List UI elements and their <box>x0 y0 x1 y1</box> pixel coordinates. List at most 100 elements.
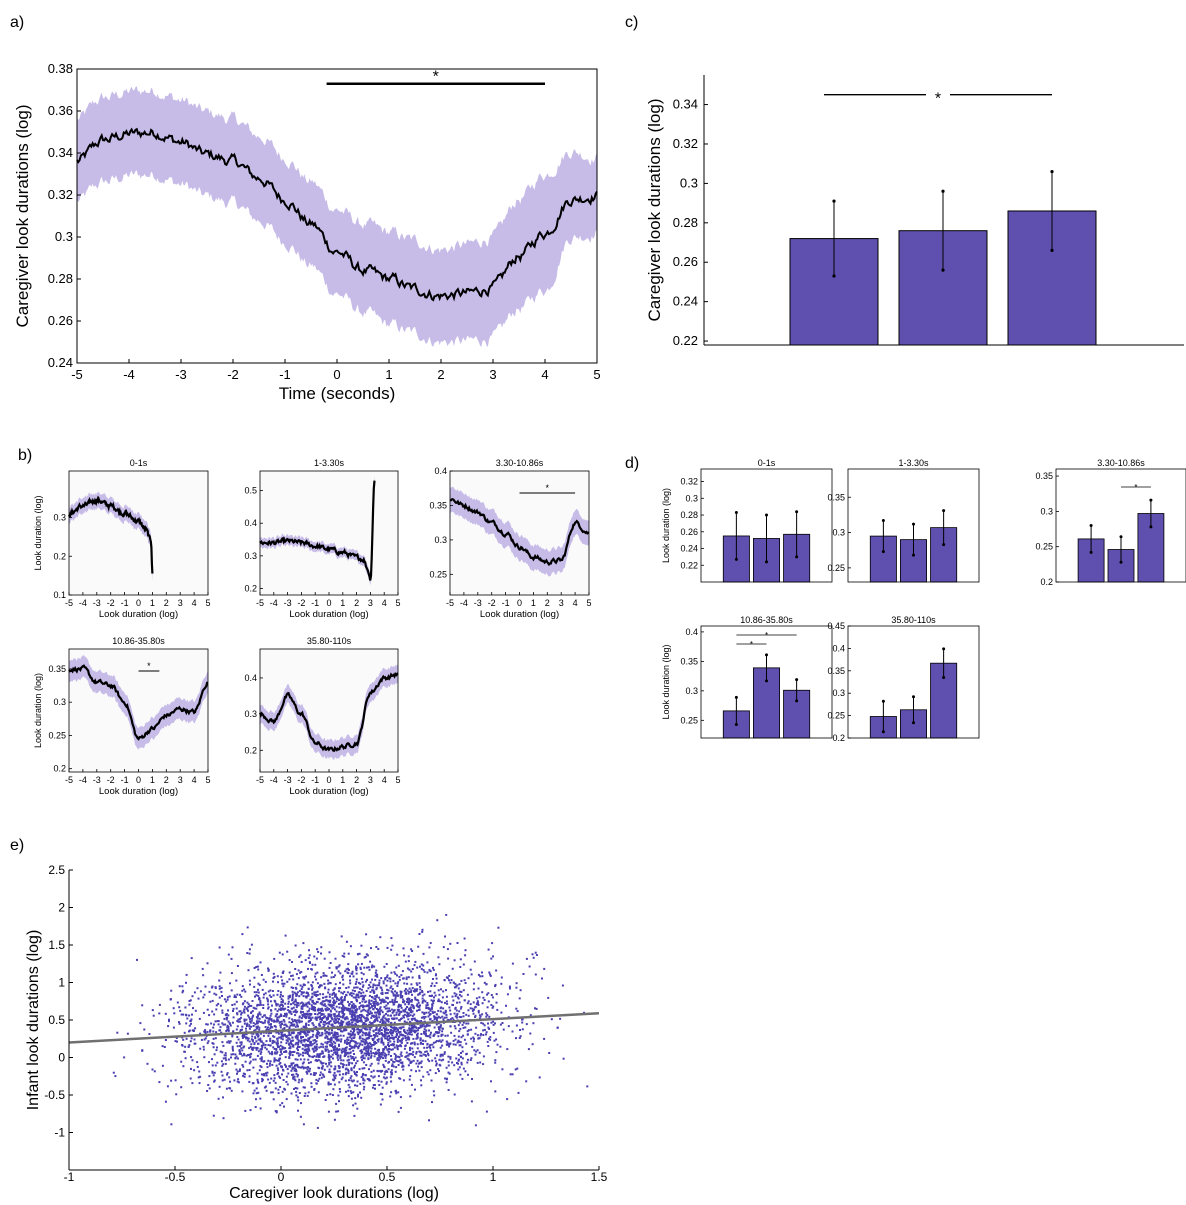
scatter-point <box>360 1028 363 1031</box>
scatter-point <box>369 1056 372 1059</box>
scatter-point <box>313 1042 316 1045</box>
scatter-point <box>170 1079 173 1082</box>
scatter-point <box>372 1052 375 1054</box>
scatter-point <box>282 985 285 988</box>
scatter-point <box>344 970 347 973</box>
scatter-point <box>451 967 454 970</box>
scatter-point <box>302 1123 305 1126</box>
scatter-point <box>471 1045 474 1048</box>
scatter-point <box>439 1055 442 1058</box>
scatter-point <box>464 1026 467 1029</box>
scatter-point <box>304 1004 307 1007</box>
scatter-point <box>351 1015 354 1018</box>
scatter-point <box>397 1064 400 1066</box>
scatter-point <box>316 971 319 974</box>
scatter-point <box>376 975 379 978</box>
scatter-point <box>328 1008 330 1010</box>
scatter-point <box>333 1013 336 1016</box>
scatter-point <box>432 1090 435 1093</box>
confidence-band-b <box>69 655 208 750</box>
scatter-point <box>326 1008 329 1011</box>
scatter-point <box>383 1014 386 1017</box>
scatter-point <box>310 1013 313 1016</box>
scatter-point <box>534 973 537 976</box>
scatter-point <box>410 1029 413 1032</box>
scatter-point <box>408 1024 411 1027</box>
scatter-point <box>337 1035 340 1038</box>
scatter-point <box>225 1016 228 1019</box>
scatter-point <box>323 1068 326 1071</box>
scatter-point <box>202 1048 205 1051</box>
scatter-point <box>324 1015 327 1018</box>
scatter-point <box>364 1034 367 1037</box>
scatter-point <box>409 1049 411 1052</box>
scatter-point <box>353 1053 355 1055</box>
scatter-point <box>447 1055 450 1058</box>
scatter-point <box>213 1071 216 1074</box>
scatter-point <box>308 1049 311 1052</box>
scatter-point <box>294 1000 297 1003</box>
scatter-point <box>330 1013 333 1016</box>
scatter-point <box>368 999 371 1002</box>
scatter-point <box>310 968 313 970</box>
scatter-point <box>363 1005 366 1008</box>
scatter-point <box>340 935 343 938</box>
scatter-point <box>300 970 303 973</box>
scatter-point <box>431 982 434 985</box>
scatter-point <box>402 1001 405 1004</box>
scatter-point <box>228 995 231 998</box>
scatter-point <box>334 1074 337 1077</box>
scatter-point <box>364 1039 367 1042</box>
scatter-point <box>296 1019 299 1022</box>
scatter-point <box>305 1003 308 1006</box>
scatter-point <box>344 1073 347 1076</box>
scatter-point <box>383 1005 386 1008</box>
scatter-point <box>376 1058 379 1061</box>
scatter-point <box>223 1054 226 1057</box>
scatter-point <box>327 1000 330 1003</box>
scatter-point <box>209 1030 212 1033</box>
scatter-point <box>360 1052 363 1055</box>
scatter-point <box>230 957 233 960</box>
scatter-point <box>389 1071 392 1074</box>
scatter-point <box>174 1040 177 1043</box>
scatter-point <box>399 1044 402 1047</box>
y-tick-label-d: 0.4 <box>832 643 845 653</box>
scatter-point <box>292 1076 295 1079</box>
scatter-point <box>414 1088 416 1091</box>
scatter-point <box>324 1032 327 1035</box>
scatter-point <box>204 1032 207 1035</box>
error-cap-c <box>832 274 836 278</box>
scatter-point <box>347 1089 350 1092</box>
scatter-point <box>246 952 249 954</box>
scatter-point <box>373 990 376 993</box>
scatter-point <box>402 1026 405 1029</box>
scatter-point <box>251 1015 254 1018</box>
scatter-point <box>507 1025 510 1028</box>
scatter-point <box>474 1014 477 1017</box>
scatter-point <box>351 1062 354 1065</box>
scatter-point <box>434 994 437 997</box>
scatter-point <box>182 1065 185 1068</box>
scatter-point <box>463 999 466 1002</box>
scatter-point <box>396 1045 399 1048</box>
scatter-point <box>354 1056 357 1059</box>
scatter-point <box>337 1038 340 1041</box>
scatter-point <box>407 1003 410 1006</box>
scatter-point <box>356 953 359 956</box>
y-tick-label-c: 0.24 <box>673 294 698 309</box>
scatter-point <box>289 994 291 997</box>
scatter-point <box>333 1020 336 1023</box>
scatter-point <box>266 1062 268 1065</box>
scatter-point <box>259 1013 262 1016</box>
scatter-point <box>270 1009 273 1012</box>
scatter-point <box>273 1060 276 1063</box>
scatter-point <box>230 972 233 975</box>
scatter-point <box>453 1064 456 1067</box>
scatter-point <box>212 1046 215 1049</box>
scatter-point <box>252 1092 255 1095</box>
scatter-point <box>454 1027 457 1030</box>
scatter-point <box>377 1059 380 1062</box>
scatter-point <box>372 989 375 992</box>
scatter-point <box>318 1056 321 1058</box>
